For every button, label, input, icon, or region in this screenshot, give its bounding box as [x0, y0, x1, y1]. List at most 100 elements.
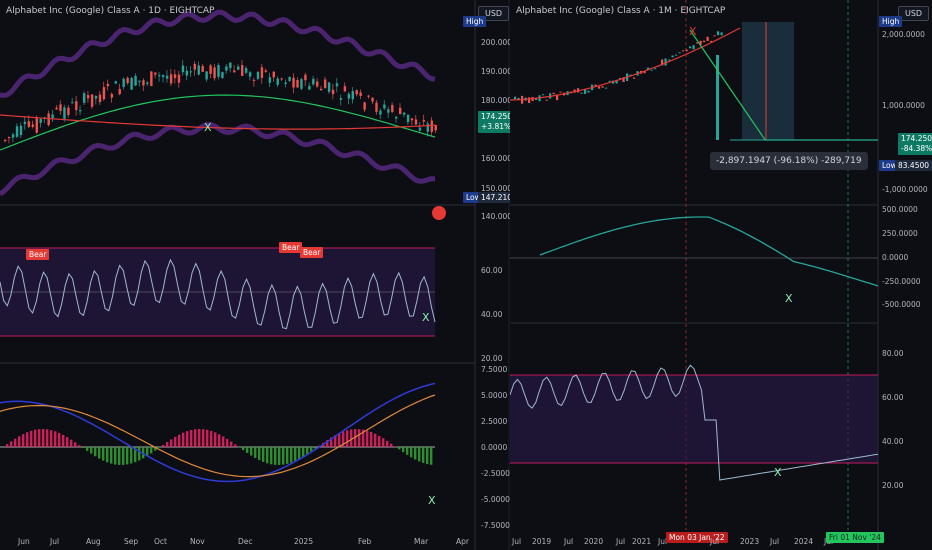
candle-body: [181, 65, 185, 73]
candle-body: [371, 97, 374, 102]
candle-body: [619, 77, 622, 80]
macd-histogram-bar: [54, 431, 57, 447]
candle-body: [402, 112, 406, 115]
candle-body: [535, 98, 538, 100]
candle-body: [422, 120, 426, 122]
candle-body: [654, 68, 657, 70]
macd-histogram-bar: [414, 447, 417, 460]
candle-body: [706, 36, 709, 41]
candle-body: [351, 91, 354, 100]
candle-body: [661, 59, 664, 66]
low-value: 147.2100: [478, 192, 520, 203]
macd-histogram-bar: [198, 429, 201, 447]
macd-histogram-bar: [62, 434, 65, 447]
daily-chart-pane[interactable]: Alphabet Inc (Google) Class A · 1D · EIG…: [0, 0, 520, 550]
candle-body: [94, 95, 98, 99]
macd-histogram-bar: [378, 435, 381, 447]
candle-body: [682, 50, 685, 52]
daily-chart-canvas[interactable]: [0, 0, 508, 550]
candle-body: [205, 71, 208, 80]
candle-body: [146, 82, 149, 84]
x-axis-label: Dec: [238, 537, 253, 546]
macd-histogram-bar: [250, 447, 253, 456]
x-axis-label: 2019: [532, 537, 552, 546]
rsi-label-20: 20.00: [481, 354, 503, 363]
monthly-chart-canvas[interactable]: [510, 0, 932, 550]
measure-tooltip: -2,897.1947 (-96.18%) -289,719: [710, 152, 868, 170]
x-axis-label: Mar: [414, 537, 429, 546]
candle-body: [7, 136, 11, 139]
macd-histogram-bar: [246, 447, 249, 453]
bear-label-2: Bear: [279, 242, 303, 253]
candle-body: [580, 92, 583, 94]
candle-body: [331, 89, 335, 95]
candle-body: [292, 77, 295, 88]
low-tag: Low: [879, 160, 900, 171]
candle-body: [201, 65, 204, 72]
currency-button[interactable]: USD: [898, 6, 930, 21]
candle-body: [713, 35, 716, 37]
candle-body: [367, 95, 370, 97]
candle-body: [347, 93, 351, 99]
current-price: 174.2500: [481, 112, 517, 121]
candle-body: [685, 49, 688, 52]
price-label-1000: 1,000.0000: [882, 101, 925, 110]
x-axis-label: Nov: [190, 537, 205, 546]
rsi-line: [0, 258, 436, 330]
flag-icon[interactable]: [432, 206, 446, 220]
candle-body: [51, 114, 54, 119]
current-price: 174.2500: [901, 134, 932, 143]
candle-body: [150, 71, 153, 86]
rsi-line: [510, 364, 879, 481]
candle-body: [375, 102, 378, 112]
macd-histogram-bar: [266, 447, 269, 464]
macd-histogram-bar: [358, 429, 361, 447]
macd-histogram-bar: [158, 447, 161, 448]
candle-body: [716, 55, 719, 140]
candle-body: [11, 134, 15, 138]
macd-histogram-bar: [130, 447, 133, 464]
rsi-label-20: 20.00: [882, 481, 904, 490]
macd-histogram-bar: [226, 438, 229, 447]
x-axis-label: Jun: [18, 537, 30, 546]
macd-histogram-bar: [326, 440, 329, 447]
macd-label-neg2.5: -2.5000: [481, 469, 510, 478]
candle-body: [130, 77, 133, 90]
rsi-label-40: 40.00: [882, 437, 904, 446]
candle-body: [355, 90, 358, 95]
macd-histogram-bar: [102, 447, 105, 461]
macd-histogram-bar: [262, 447, 265, 462]
macd-label-0: 0.0000: [481, 443, 508, 452]
monthly-chart-title: Alphabet Inc (Google) Class A · 1M · EIG…: [516, 6, 726, 16]
moving-average-red: [510, 27, 741, 101]
candle-body: [584, 88, 587, 94]
candle-body: [268, 77, 272, 83]
candle-body: [288, 76, 291, 82]
monthly-chart-pane[interactable]: Alphabet Inc (Google) Class A · 1M · EIG…: [510, 0, 932, 550]
candle-body: [703, 40, 706, 43]
macd-histogram-bar: [386, 440, 389, 447]
moving-average-green: [0, 94, 436, 151]
candle-body: [339, 98, 343, 100]
candle-body: [63, 107, 66, 119]
macd-histogram-bar: [46, 429, 49, 447]
x-axis-label: Jul: [710, 537, 720, 546]
macd-histogram-bar: [270, 447, 273, 465]
macd-label-7.5: 7.5000: [481, 365, 508, 374]
macd-histogram-bar: [278, 447, 281, 465]
macd-histogram-bar: [430, 447, 433, 465]
candle-body: [162, 75, 165, 78]
macd-histogram-bar: [34, 429, 37, 447]
macd-line: [0, 382, 436, 483]
macd-histogram-bar: [118, 447, 121, 465]
candle-body: [39, 118, 42, 123]
x-axis-label: Jul: [616, 537, 626, 546]
candle-body: [158, 75, 161, 77]
current-price-tag: 174.2500 +3.81%: [478, 111, 520, 133]
candle-body: [316, 81, 319, 87]
macd-histogram-bar: [282, 447, 285, 465]
candle-body: [173, 74, 177, 79]
macd-histogram-bar: [10, 441, 13, 447]
macd-histogram-bar: [14, 438, 17, 447]
macd-histogram-bar: [382, 438, 385, 447]
